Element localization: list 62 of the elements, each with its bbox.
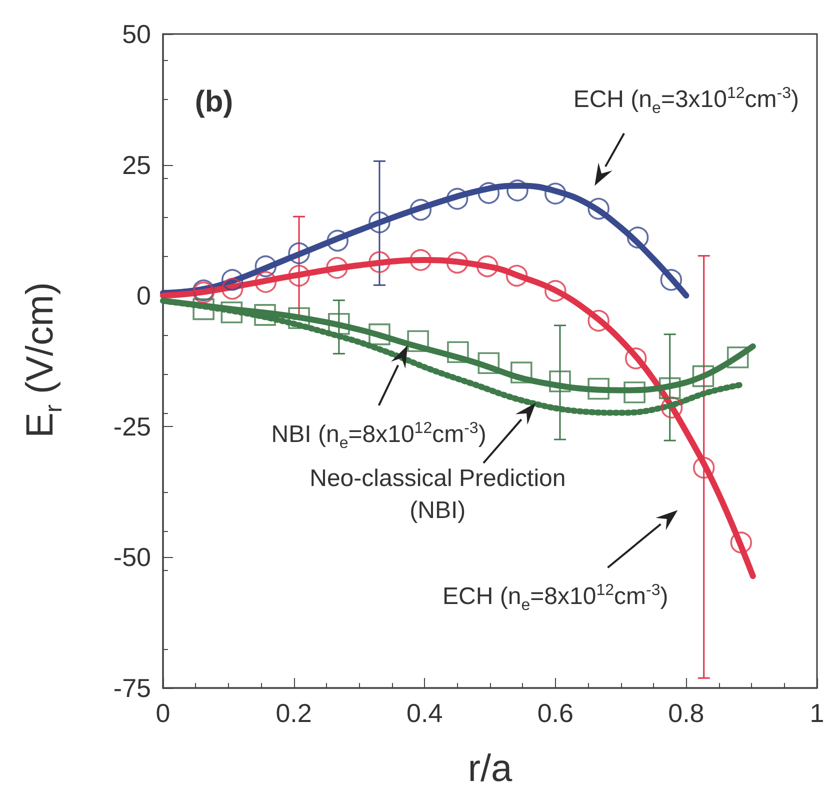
point bbox=[446, 252, 468, 274]
point bbox=[549, 370, 571, 392]
point bbox=[220, 301, 243, 324]
point bbox=[506, 264, 528, 287]
point bbox=[326, 256, 348, 279]
point bbox=[658, 377, 681, 400]
point bbox=[221, 278, 244, 300]
point bbox=[692, 456, 715, 479]
point bbox=[660, 396, 683, 418]
point bbox=[288, 264, 310, 287]
point bbox=[328, 312, 350, 335]
point bbox=[447, 341, 469, 364]
point bbox=[368, 211, 390, 234]
point bbox=[407, 330, 429, 352]
annotation: ECH (n$_{e}$=3x10$^{12}$cm$^{-3}$) bbox=[573, 84, 800, 120]
annotation: (b) bbox=[194, 84, 234, 121]
point bbox=[446, 188, 468, 210]
x-tick-label: 0 bbox=[156, 698, 170, 728]
point bbox=[476, 255, 498, 278]
x-tick-label: 0.2 bbox=[276, 698, 312, 728]
point bbox=[588, 198, 610, 220]
x-tick-label: 0.8 bbox=[668, 698, 704, 728]
point bbox=[588, 310, 610, 332]
y-tick-label: 25 bbox=[122, 150, 151, 180]
point bbox=[478, 352, 500, 374]
point bbox=[254, 271, 277, 293]
annotation: NBI (n$_{e}$=8x10$^{12}$cm$^{-3}$) bbox=[271, 419, 486, 454]
point bbox=[410, 198, 432, 221]
point bbox=[730, 532, 752, 554]
x-tick-label: 1 bbox=[810, 698, 824, 728]
point bbox=[692, 365, 714, 388]
point bbox=[506, 180, 528, 202]
y-tick-label: 0 bbox=[136, 280, 151, 311]
point bbox=[368, 251, 390, 274]
y-tick-label: -75 bbox=[113, 673, 151, 703]
point bbox=[368, 323, 390, 346]
point bbox=[254, 304, 276, 326]
point bbox=[660, 269, 682, 291]
point bbox=[544, 280, 566, 302]
point bbox=[510, 362, 532, 384]
point bbox=[544, 182, 566, 204]
point bbox=[726, 346, 749, 368]
x-axis-title: r/a bbox=[468, 748, 514, 790]
x-tick-label: 0.4 bbox=[406, 698, 443, 728]
point bbox=[410, 249, 432, 271]
x-tick-label: 0.6 bbox=[537, 698, 574, 728]
point bbox=[192, 298, 214, 320]
point bbox=[288, 242, 310, 264]
point bbox=[254, 255, 277, 278]
annotation: Neo-classical Prediction (NBI) bbox=[310, 464, 566, 526]
point bbox=[626, 226, 649, 248]
y-tick-label: 50 bbox=[122, 19, 151, 49]
annotation: ECH (n$_{e}$=8x10$^{12}$cm$^{-3}$) bbox=[442, 581, 668, 616]
point bbox=[624, 347, 647, 370]
point bbox=[288, 307, 310, 329]
point bbox=[221, 269, 244, 291]
y-tick-label: -25 bbox=[113, 411, 151, 442]
point bbox=[588, 378, 610, 400]
point bbox=[624, 381, 646, 404]
point bbox=[478, 182, 500, 204]
y-tick-label: -50 bbox=[113, 542, 151, 572]
point bbox=[326, 230, 349, 252]
